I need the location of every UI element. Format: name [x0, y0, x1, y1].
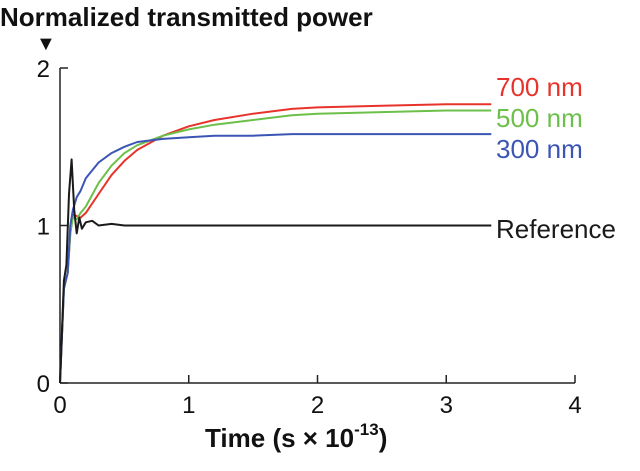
series-line-300-nm — [59, 133, 492, 384]
x-tick-label-4: 4 — [568, 392, 581, 419]
x-axis-label-main: Time (s × 10 — [205, 423, 354, 453]
series-line-reference — [59, 158, 492, 384]
x-axis-label-close: ) — [379, 423, 388, 453]
series-label-300-nm: 300 nm — [496, 134, 583, 164]
x-axis-label: Time (s × 10-13) — [205, 420, 387, 453]
y-tick-label-2: 2 — [37, 56, 50, 83]
ticks: 0 1 2 3 4 0 1 2 — [37, 56, 582, 419]
series-label-500-nm: 500 nm — [496, 103, 583, 133]
series-group — [59, 103, 492, 384]
x-tick-label-1: 1 — [182, 392, 195, 419]
series-label-700-nm: 700 nm — [496, 72, 583, 102]
x-tick-label-0: 0 — [53, 392, 66, 419]
x-axis-label-exponent: -13 — [354, 420, 379, 439]
start-marker-annotation: ▼ — [36, 33, 56, 55]
x-tick-label-3: 3 — [440, 392, 453, 419]
x-tick-label-2: 2 — [311, 392, 324, 419]
y-tick-label-0: 0 — [37, 371, 50, 398]
series-label-reference: Reference — [496, 214, 616, 244]
y-tick-label-1: 1 — [37, 214, 50, 241]
series-line-500-nm — [59, 109, 492, 384]
chart-title: Normalized transmitted power — [0, 2, 373, 32]
